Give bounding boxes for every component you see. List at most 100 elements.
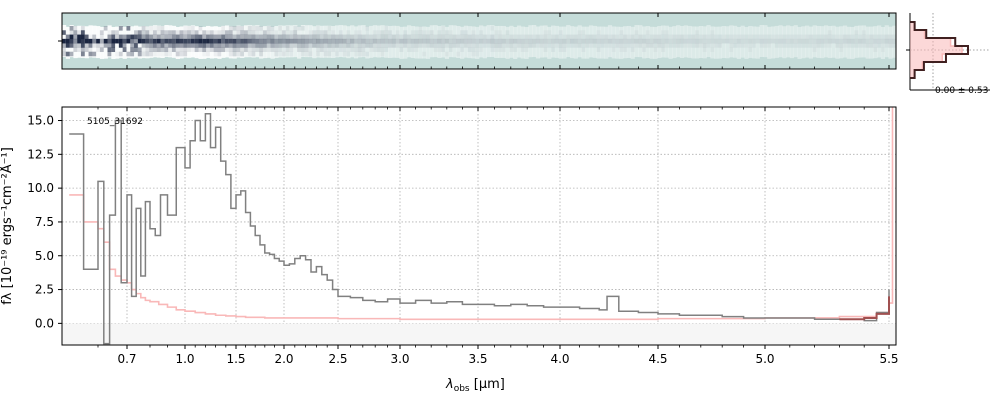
spectrum-2d-cell [266, 47, 271, 53]
spectrum-2d-cell [471, 52, 475, 57]
spectrum-2d-halo [410, 26, 415, 59]
spectrum-2d-halo [259, 26, 264, 59]
spectrum-2d-cell [130, 51, 135, 57]
profile-inset: 0.00 ± 0.53 [906, 13, 990, 96]
spectrum-2d-cell [828, 30, 832, 35]
spectrum-2d-halo [710, 26, 715, 59]
spectrum-2d-cell [365, 43, 370, 48]
spectrum-2d-cell [323, 43, 328, 48]
spectrum-2d-halo [619, 26, 624, 59]
spectrum-2d-halo [528, 25, 533, 58]
spectrum-2d-cell [585, 38, 590, 44]
spectrum-2d-cell [449, 30, 453, 35]
spectrum-2d-cell [410, 47, 415, 53]
spectrum-2d-cell [156, 43, 161, 48]
spectrum-2d-cell [323, 30, 328, 35]
spectrum-2d-halo [357, 25, 362, 58]
spectrum-2d-cell [566, 38, 571, 44]
spectrum-2d-cell [353, 34, 359, 40]
spectrum-2d-halo [361, 25, 366, 58]
spectrum-2d-cell [240, 34, 245, 40]
spectrum-2d-cell [823, 38, 829, 44]
spectrum-2d-halo [509, 25, 514, 58]
spectrum-2d-halo [679, 26, 685, 59]
spectrum-2d-cell [839, 43, 844, 48]
spectrum-2d-cell [259, 51, 264, 57]
spectrum-2d-cell [710, 43, 714, 48]
spectrum-2d-cell [99, 43, 105, 48]
spectrum-2d-cell [729, 43, 733, 48]
spectrum-2d-cell [831, 34, 836, 40]
spectrum-2d-cell [319, 47, 324, 53]
spectrum-2d-cell [467, 47, 472, 53]
spectrum-2d-panel [58, 12, 897, 70]
spectrum-2d-cell [384, 43, 389, 48]
spectrum-2d-cell [308, 38, 313, 44]
spectrum-2d-cell [403, 34, 408, 40]
spectrum-2d-cell [562, 34, 567, 40]
spectrum-2d-cell [278, 30, 282, 35]
spectrum-2d-cell [509, 34, 514, 40]
spectrum-2d-cell [569, 43, 575, 48]
spectrum-2d-halo [660, 25, 666, 58]
spectrum-2d-cell [221, 30, 226, 35]
spectrum-2d-cell [600, 38, 605, 44]
spectrum-2d-halo [535, 26, 541, 59]
spectrum-2d-cell [721, 38, 726, 44]
spectrum-2d-cell [619, 43, 624, 48]
spectrum-2d-cell [759, 38, 764, 44]
spectrum-2d-cell [866, 35, 870, 40]
spectrum-2d-cell [357, 47, 362, 53]
spectrum-2d-cell [448, 38, 453, 44]
spectrum-2d-cell [869, 43, 874, 48]
spectrum-1d-frame [61, 106, 897, 346]
spectrum-2d-cell [839, 47, 843, 52]
spectrum-2d-cell [198, 30, 202, 35]
spectrum-2d-halo [793, 25, 798, 58]
spectrum-2d-cell [422, 52, 426, 57]
spectrum-2d-cell [175, 51, 180, 57]
spectrum-2d-cell [365, 38, 370, 44]
spectrum-2d-cell [611, 38, 616, 44]
spectrum-2d-cell [187, 43, 192, 48]
spectrum-2d-cell [232, 47, 237, 53]
spectrum-2d-cell [770, 38, 776, 44]
spectrum-2d-cell [107, 30, 112, 35]
spectrum-2d-cell [433, 34, 438, 40]
spectrum-2d-cell [554, 43, 560, 48]
spectrum-2d-cell [669, 35, 673, 40]
spectrum-2d-cell [236, 43, 241, 48]
spectrum-2d-cell [626, 38, 632, 44]
spectrum-2d-cell [285, 30, 290, 35]
spectrum-2d-cell [69, 34, 74, 40]
spectrum-2d-cell [247, 38, 252, 44]
spectrum-2d-cell [596, 38, 601, 44]
x-axis-subscript: obs [454, 384, 470, 394]
spectrum-2d-cell [520, 34, 525, 40]
spectrum-2d-cell [206, 34, 211, 40]
spectrum-2d-cell [607, 34, 613, 40]
spectrum-2d-halo [770, 26, 776, 59]
spectrum-2d-cell [588, 38, 594, 44]
spectrum-2d-cell [315, 34, 321, 40]
spectrum-2d-cell [808, 38, 813, 44]
spectrum-2d-cell [156, 47, 161, 53]
spectrum-2d-halo [274, 25, 279, 58]
spectrum-2d-cell [498, 30, 502, 35]
x-tick-label: 5.5 [879, 352, 898, 366]
spectrum-2d-cell [699, 43, 703, 48]
spectrum-2d-cell [858, 34, 863, 40]
spectrum-2d-cell [107, 47, 112, 53]
spectrum-2d-cell [388, 34, 393, 40]
spectrum-2d-halo [524, 26, 529, 59]
spectrum-2d-cell [228, 30, 233, 35]
x-tick-label: 1.0 [175, 352, 194, 366]
spectrum-2d-cell [190, 47, 196, 53]
spectrum-2d-cell [316, 26, 320, 31]
spectrum-2d-cell [304, 43, 309, 48]
spectrum-2d-cell [179, 38, 184, 44]
spectrum-2d-cell [251, 47, 256, 53]
spectrum-2d-cell [80, 51, 86, 57]
spectrum-2d-cell [343, 52, 347, 57]
spectrum-2d-cell [820, 43, 825, 48]
